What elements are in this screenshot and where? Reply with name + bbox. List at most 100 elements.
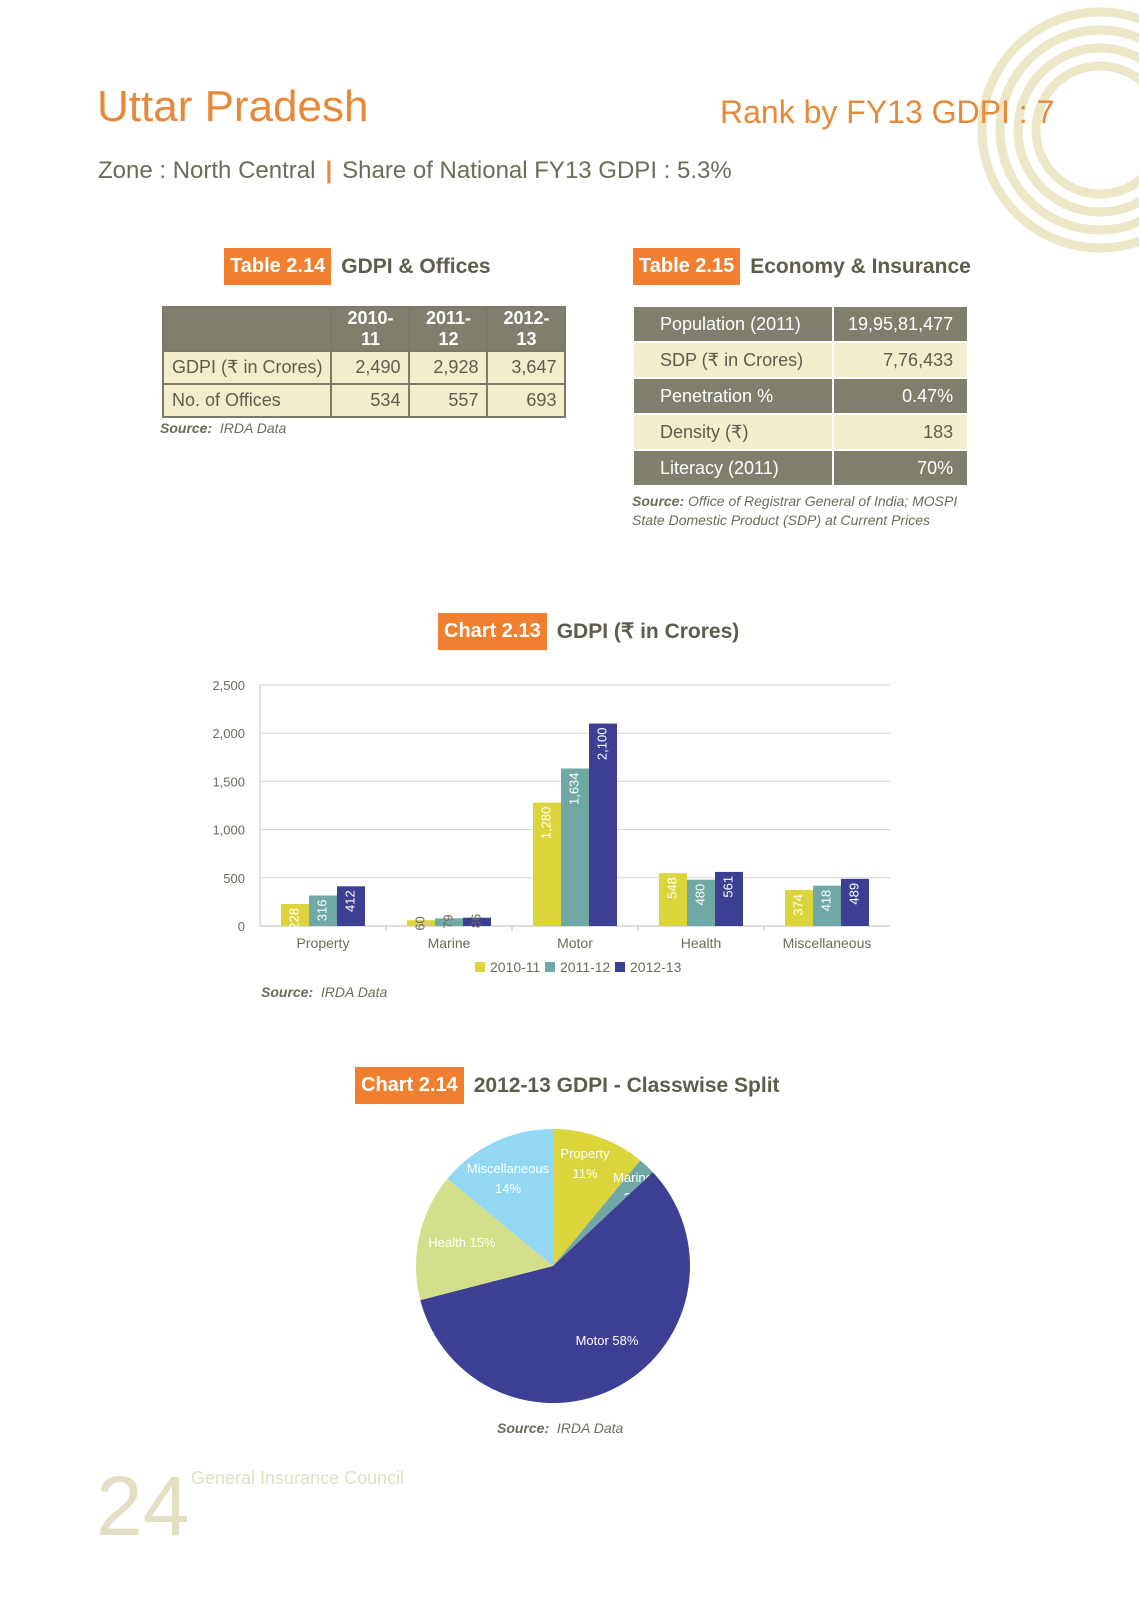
pie-slice [416,1178,553,1301]
slice-label: Marine [613,1170,653,1185]
table-215-source: Source: Office of Registrar General of I… [632,492,957,530]
row-label: SDP (₹ in Crores) [632,341,834,379]
y-tick-label: 1,500 [212,774,245,789]
slice-label: Property [560,1146,610,1161]
table-row: No. of Offices 534 557 693 [161,383,567,418]
table-214-caption: Table 2.14 GDPI & Offices [224,248,491,285]
subtitle-separator: | [325,157,333,184]
table-215-badge: Table 2.15 [633,248,741,285]
page-number: 24 [96,1459,190,1553]
source-text: Office of Registrar General of India; MO… [688,493,958,509]
source-label: Source: [632,493,685,509]
x-tick-label: Motor [557,935,593,951]
table-cell: 7,76,433 [831,341,970,379]
table-cell: 70% [831,449,970,487]
data-label: 418 [818,890,833,912]
slice-percent-label: 11% [572,1166,597,1181]
source-label: Source: [497,1420,550,1436]
bar [687,879,715,926]
slice-label: Motor 58% [576,1333,639,1348]
data-label: 60 [412,916,427,930]
source-label: Source: [160,420,213,436]
row-label: Literacy (2011) [632,449,834,487]
data-label: 548 [664,877,679,899]
x-tick-label: Marine [428,935,471,951]
data-label: 480 [692,884,707,906]
table-215-caption: Table 2.15 Economy & Insurance [633,248,971,285]
table-corner-cell [161,306,333,352]
y-tick-label: 2,500 [212,678,245,693]
legend-swatch [615,962,625,972]
y-tick-label: 1,000 [212,823,245,838]
y-tick-label: 0 [238,919,245,934]
data-label: 561 [720,876,735,898]
pie-slice [553,1160,653,1266]
pie-slice [553,1129,641,1266]
table-row: SDP (₹ in Crores) 7,76,433 [632,341,970,379]
subtitle: Zone : North Central | Share of National F… [98,157,732,185]
chart-213-caption: Chart 2.13 GDPI (₹ in Crores) [438,613,739,650]
gdpi-offices-table: 2010-11 2011-12 2012-13 GDPI (₹ in Crore… [161,306,567,418]
table-cell: 3,647 [486,350,567,385]
legend-label: 2012-13 [630,959,682,975]
bar [533,802,561,926]
table-row: Population (2011) 19,95,81,477 [632,305,970,343]
x-tick-label: Miscellaneous [783,935,872,951]
chart-213-source: Source: IRDA Data [261,984,387,1000]
row-label: GDPI (₹ in Crores) [161,350,333,385]
table-214-title: GDPI & Offices [341,254,491,278]
gdpi-bar-chart: 0 500 1,000 1,500 2,000 2,500 228 316 412 Propert… [212,678,890,975]
column-header: 2010-11 [330,306,411,352]
table-cell: 534 [330,383,411,418]
table-214-badge: Table 2.14 [224,248,332,285]
table-cell: 557 [408,383,489,418]
source-text: IRDA Data [320,984,388,1000]
source-note: State Domestic Product (SDP) at Current … [632,512,930,528]
source-text: IRDA Data [219,420,287,436]
data-label: 2,100 [594,728,609,761]
x-tick-label: Property [297,935,350,951]
bar [715,871,743,926]
publisher-name: General Insurance Council [191,1468,405,1488]
slice-label: Miscellaneous [467,1161,550,1176]
y-tick-label: 500 [223,871,245,886]
row-label: No. of Offices [161,383,333,418]
legend-label: 2010-11 [490,959,541,975]
legend-swatch [475,962,485,972]
economy-insurance-table: Population (2011) 19,95,81,477 SDP (₹ in… [632,305,970,487]
row-label: Population (2011) [632,305,834,343]
bar [785,889,813,926]
data-label: 1,280 [538,807,553,840]
table-cell: 183 [831,413,970,451]
table-row: Penetration % 0.47% [632,377,970,415]
pie-slice [420,1172,690,1403]
legend-label: 2011-12 [560,959,611,975]
table-cell: 693 [486,383,567,418]
column-header: 2012-13 [486,306,567,352]
x-tick-label: Health [681,935,721,951]
row-label: Penetration % [632,377,834,415]
bar [841,878,869,926]
column-header: 2011-12 [408,306,489,352]
bar [309,895,337,926]
bar [561,768,589,926]
row-label: Density (₹) [632,413,834,451]
bar [281,904,309,926]
chart-213-badge: Chart 2.13 [438,613,547,650]
state-title: Uttar Pradesh [97,82,369,131]
y-tick-label: 2,000 [212,726,245,741]
data-label: 489 [846,883,861,905]
legend-swatch [545,962,555,972]
chart-214-source: Source: IRDA Data [497,1420,623,1436]
slice-percent-label: 14% [495,1181,521,1196]
table-row: Density (₹) 183 [632,413,970,451]
data-label: 79 [440,914,455,928]
data-label: 374 [790,894,805,916]
bar [337,886,365,926]
bar [435,918,463,926]
data-label: 228 [286,908,301,930]
data-label: 412 [342,890,357,912]
bar [589,723,617,926]
chart-214-title: 2012-13 GDPI - Classwise Split [473,1073,780,1097]
